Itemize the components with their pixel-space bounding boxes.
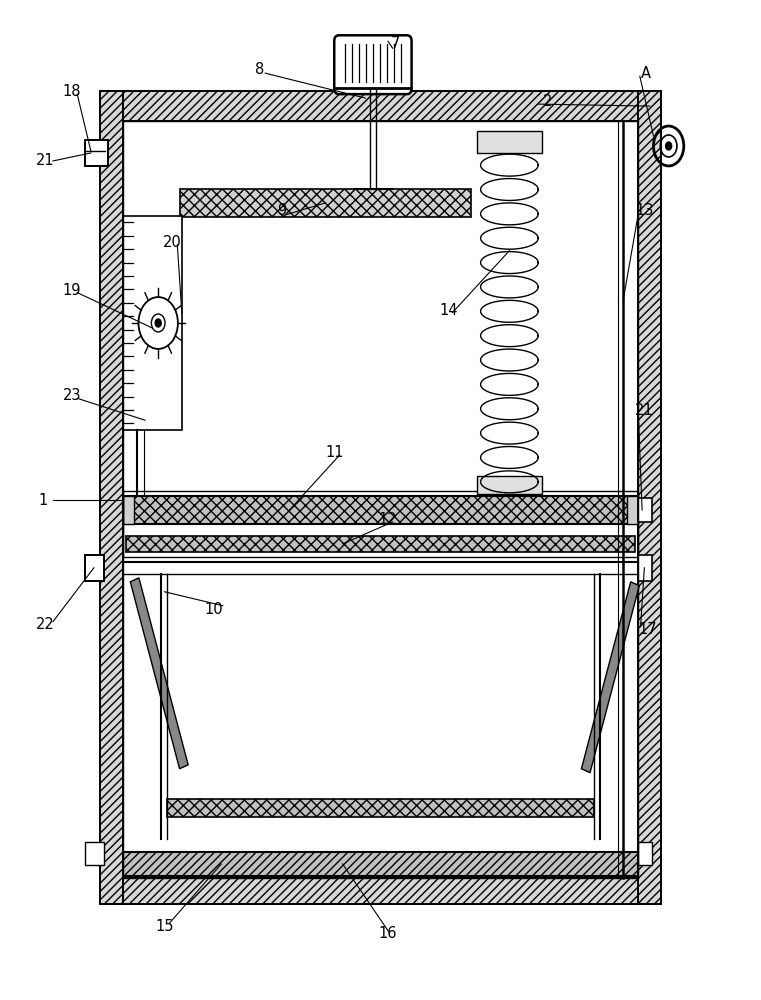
Text: 12: 12 <box>379 512 397 527</box>
Bar <box>100 91 661 121</box>
Bar <box>84 842 103 865</box>
Text: 14: 14 <box>440 303 458 318</box>
Text: 7: 7 <box>391 36 400 51</box>
Text: 23: 23 <box>62 388 81 403</box>
Bar <box>638 498 652 522</box>
Text: 11: 11 <box>326 445 344 460</box>
Text: 9: 9 <box>277 203 287 218</box>
Bar <box>638 842 652 865</box>
Bar <box>167 799 594 817</box>
Bar <box>627 496 638 524</box>
Bar <box>84 555 103 581</box>
Bar <box>123 496 638 524</box>
Bar <box>477 476 542 494</box>
Bar <box>638 91 661 904</box>
Text: 15: 15 <box>155 919 174 934</box>
Bar <box>84 140 107 166</box>
Text: 22: 22 <box>36 617 55 632</box>
Bar <box>638 555 652 581</box>
Circle shape <box>155 319 161 327</box>
Text: 16: 16 <box>379 926 397 941</box>
Bar <box>100 878 661 904</box>
Bar <box>123 852 638 876</box>
Bar <box>100 91 123 904</box>
Text: 8: 8 <box>255 62 264 77</box>
Bar <box>123 216 182 430</box>
Bar <box>126 536 635 552</box>
Text: 10: 10 <box>205 602 223 617</box>
Text: 13: 13 <box>635 203 654 218</box>
Text: 21: 21 <box>635 403 654 418</box>
Text: 17: 17 <box>638 622 657 637</box>
Text: 2: 2 <box>543 94 552 109</box>
Text: 18: 18 <box>62 84 81 99</box>
Bar <box>123 496 134 524</box>
Circle shape <box>666 142 672 150</box>
Text: 21: 21 <box>36 153 55 168</box>
Polygon shape <box>581 582 639 773</box>
Text: 1: 1 <box>39 493 48 508</box>
Bar <box>180 189 472 217</box>
Text: A: A <box>641 66 651 81</box>
Bar <box>86 142 104 160</box>
FancyBboxPatch shape <box>334 35 412 94</box>
Bar <box>123 491 638 557</box>
Polygon shape <box>130 578 188 769</box>
Text: 19: 19 <box>62 283 81 298</box>
Text: 20: 20 <box>163 235 181 250</box>
Bar <box>477 131 542 153</box>
